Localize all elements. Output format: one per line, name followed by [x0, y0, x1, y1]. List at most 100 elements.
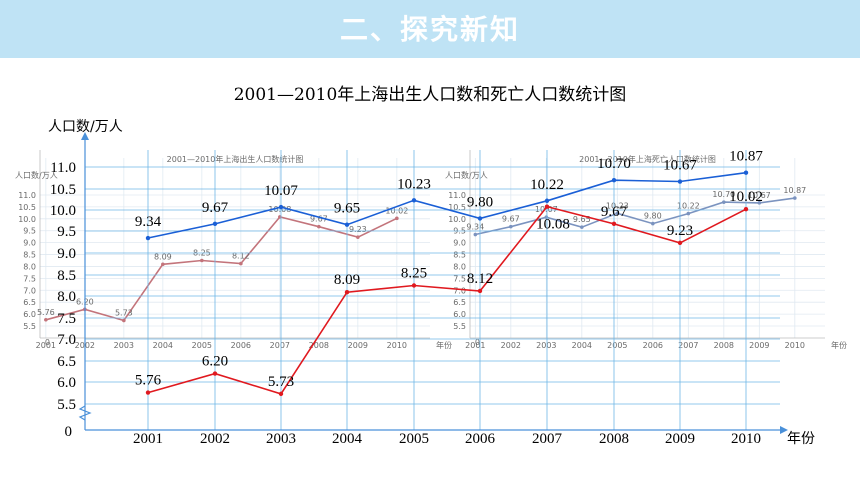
- inset-data-point: [356, 235, 360, 239]
- inset-x-tick: 2004: [153, 341, 173, 350]
- inset-data-label: 8.09: [154, 252, 172, 261]
- y-tick-label: 8.5: [57, 268, 76, 284]
- x-tick-label: 2009: [665, 431, 695, 447]
- y-tick-label: 6.0: [57, 375, 76, 391]
- inset-data-point: [793, 196, 797, 200]
- data-point: [677, 240, 683, 246]
- y-tick-label: 6.5: [57, 354, 76, 370]
- y-tick-label: 10.0: [50, 203, 76, 219]
- data-label: 9.67: [601, 204, 628, 220]
- inset-x-tick: 2005: [607, 341, 627, 350]
- inset-x-tick: 2006: [643, 341, 663, 350]
- y-origin-label: 0: [65, 424, 73, 440]
- inset-y-tick: 8.0: [23, 262, 36, 271]
- inset-y-tick: 5.5: [453, 322, 466, 331]
- inset-data-label: 10.22: [677, 202, 700, 211]
- inset-y-tick: 11.0: [18, 191, 36, 200]
- inset-data-point: [161, 262, 165, 267]
- inset-data-point: [122, 318, 126, 323]
- y-tick-label: 7.0: [57, 332, 76, 348]
- data-label: 8.25: [401, 266, 427, 282]
- data-label: 9.65: [334, 201, 360, 217]
- data-label: 10.23: [397, 176, 431, 192]
- data-label: 10.22: [530, 177, 564, 193]
- y-tick-label: 11.0: [50, 160, 76, 176]
- inset-data-label: 10.08: [268, 205, 291, 214]
- inset-y-tick: 9.5: [23, 227, 36, 236]
- inset-ylabel: 人口数/万人: [445, 170, 488, 180]
- inset-data-label: 9.23: [349, 225, 367, 234]
- inset-data-point: [509, 224, 513, 229]
- data-point: [212, 221, 218, 227]
- y-axis-label: 人口数/万人: [48, 119, 123, 135]
- data-point: [477, 216, 483, 221]
- inset-ylabel: 人口数/万人: [15, 170, 58, 180]
- inset-x-tick: 2009: [749, 341, 769, 350]
- data-label: 9.67: [202, 200, 229, 216]
- data-label: 10.87: [729, 149, 763, 165]
- inset-y-tick: 10.0: [18, 215, 36, 224]
- data-label: 10.07: [264, 183, 298, 199]
- inset-data-label: 10.67: [748, 191, 771, 200]
- inset-x-tick: 2008: [714, 341, 734, 350]
- inset-y-tick: 7.0: [23, 286, 36, 295]
- x-tick-label: 2005: [399, 431, 429, 447]
- inset-origin: 0: [45, 338, 50, 347]
- inset-data-point: [473, 232, 478, 237]
- data-point: [544, 198, 550, 203]
- inset-data-label: 9.34: [466, 223, 484, 232]
- chart-title: 2001—2010年上海出生人口数和死亡人口数统计图: [233, 85, 627, 105]
- data-label: 10.02: [729, 189, 763, 205]
- data-label: 9.23: [667, 223, 693, 239]
- inset-data-point: [395, 216, 399, 221]
- inset-data-point: [686, 211, 691, 216]
- inset-y-tick: 11.0: [448, 191, 466, 200]
- series-line-2: [147, 205, 747, 395]
- y-tick-label: 5.5: [57, 397, 76, 413]
- axis-break-mark: [78, 405, 92, 421]
- data-point: [477, 288, 483, 294]
- inset-y-tick: 6.5: [23, 298, 36, 307]
- inset-x-tick: 2006: [231, 341, 251, 350]
- inset-data-point: [317, 224, 321, 229]
- x-tick-label: 2003: [266, 431, 296, 447]
- inset-origin: 0: [475, 338, 480, 347]
- data-point: [411, 283, 417, 288]
- data-point: [611, 221, 617, 227]
- inset-x-tick: 2007: [678, 341, 698, 350]
- data-point: [411, 198, 417, 203]
- inset-x-tick: 2001: [465, 341, 485, 350]
- inset-x-tick: 2008: [309, 341, 329, 350]
- data-label: 9.34: [135, 214, 162, 230]
- data-label: 10.08: [536, 217, 570, 233]
- inset-y-tick: 10.5: [448, 203, 466, 212]
- data-point: [145, 390, 151, 395]
- inset-y-tick: 10.5: [18, 203, 36, 212]
- inset-y-tick: 9.0: [23, 239, 36, 248]
- inset-data-label: 9.65: [573, 215, 591, 224]
- header-banner: 二、探究新知: [0, 0, 860, 58]
- inset-data-point: [200, 258, 204, 263]
- data-label: 6.20: [202, 354, 228, 370]
- inset-y-tick: 6.0: [23, 310, 36, 319]
- x-tick-label: 2007: [532, 431, 563, 447]
- inset-y-tick: 6.0: [453, 310, 466, 319]
- inset-data-label: 9.67: [310, 215, 328, 224]
- data-point: [145, 235, 151, 241]
- inset-data-point: [651, 221, 655, 226]
- inset-data-point: [580, 225, 584, 229]
- y-tick-label: 10.5: [50, 182, 76, 198]
- inset-xlabel: 年份: [436, 340, 452, 350]
- inset-chart-2: 5.56.06.57.07.58.08.59.09.510.010.511.02…: [445, 150, 847, 350]
- x-tick-label: 2008: [599, 431, 629, 447]
- inset-x-tick: 2005: [192, 341, 212, 350]
- y-tick-label: 9.5: [57, 224, 76, 240]
- inset-x-tick: 2004: [572, 341, 592, 350]
- inset-x-tick: 2001: [36, 341, 56, 350]
- data-point: [344, 290, 350, 295]
- inset-data-point: [615, 211, 620, 216]
- inset-y-tick: 8.5: [453, 251, 466, 260]
- data-label: 5.76: [135, 373, 162, 389]
- data-label: 5.73: [268, 374, 294, 390]
